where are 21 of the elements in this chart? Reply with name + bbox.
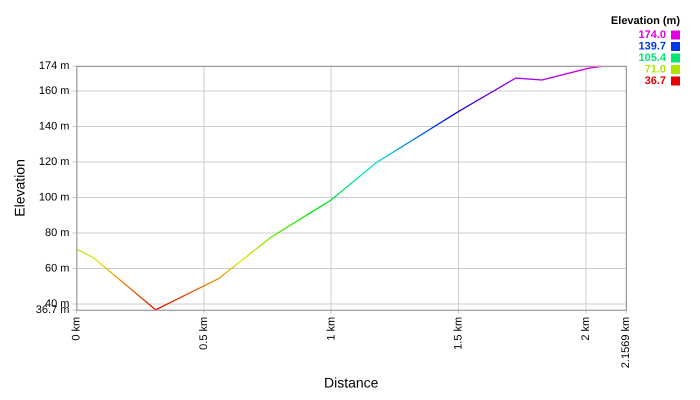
x-tick-label: 0 km [70,316,82,341]
y-axis-title: Elevation [11,159,28,217]
y-tick-label: 80 m [44,226,70,239]
color-bar-label: 174.0 [638,29,666,42]
y-tick-label: 100 m [38,191,70,204]
y-tick-label: 174 m [38,60,70,72]
x-tick-label: 2.1569 km [620,316,632,368]
color-bar-label: 139.7 [638,40,666,53]
x-tick-label: 2 km [580,316,592,341]
x-tick-label: 1.5 km [452,316,465,350]
y-tick-label: 140 m [38,120,70,132]
x-tick-label: 0.5 km [198,316,210,350]
color-bar-label: 36.7 [644,75,666,88]
y-tick-label: 160 m [38,84,70,97]
x-tick-label: 1 km [325,316,338,341]
y-tick-label: 60 m [44,262,70,274]
y-tick-label: 120 m [38,156,70,168]
color-bar-title: Elevation (m) [610,15,680,28]
color-bar-label: 105.4 [638,52,667,64]
color-bar-label: 71.0 [644,64,666,76]
x-axis-title: Distance [324,374,379,390]
